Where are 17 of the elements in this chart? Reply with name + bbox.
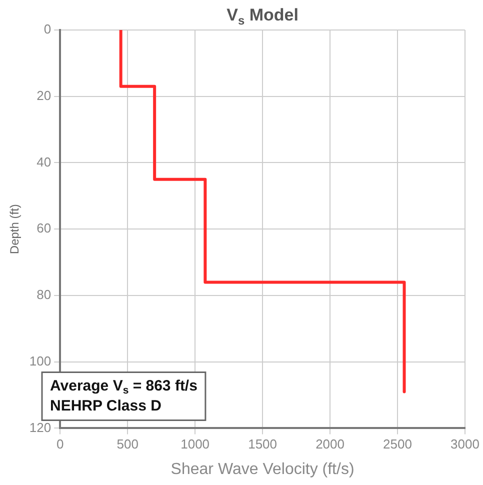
y-tick-label: 120 (29, 420, 52, 435)
x-tick-label: 500 (116, 436, 138, 452)
y-tick-label: 0 (44, 22, 52, 37)
x-tick-label: 1000 (180, 436, 210, 452)
y-tick-label: 80 (36, 287, 52, 302)
x-tick-label: 2000 (316, 436, 344, 452)
y-tick-label: 100 (29, 353, 52, 368)
y-tick-label: 40 (36, 154, 52, 170)
x-tick-label: 2500 (383, 436, 412, 452)
annotation: NEHRP Class D (50, 397, 162, 414)
x-tick-label: 3000 (450, 436, 480, 452)
x-axis-title: Shear Wave Velocity (ft/s) (170, 460, 354, 478)
x-tick-label: 0 (56, 436, 64, 452)
y-axis-title: Depth (ft) (8, 204, 22, 254)
y-tick-label: 20 (36, 88, 52, 103)
y-tick-label: 60 (36, 220, 52, 236)
x-tick-label: 1500 (248, 436, 278, 452)
